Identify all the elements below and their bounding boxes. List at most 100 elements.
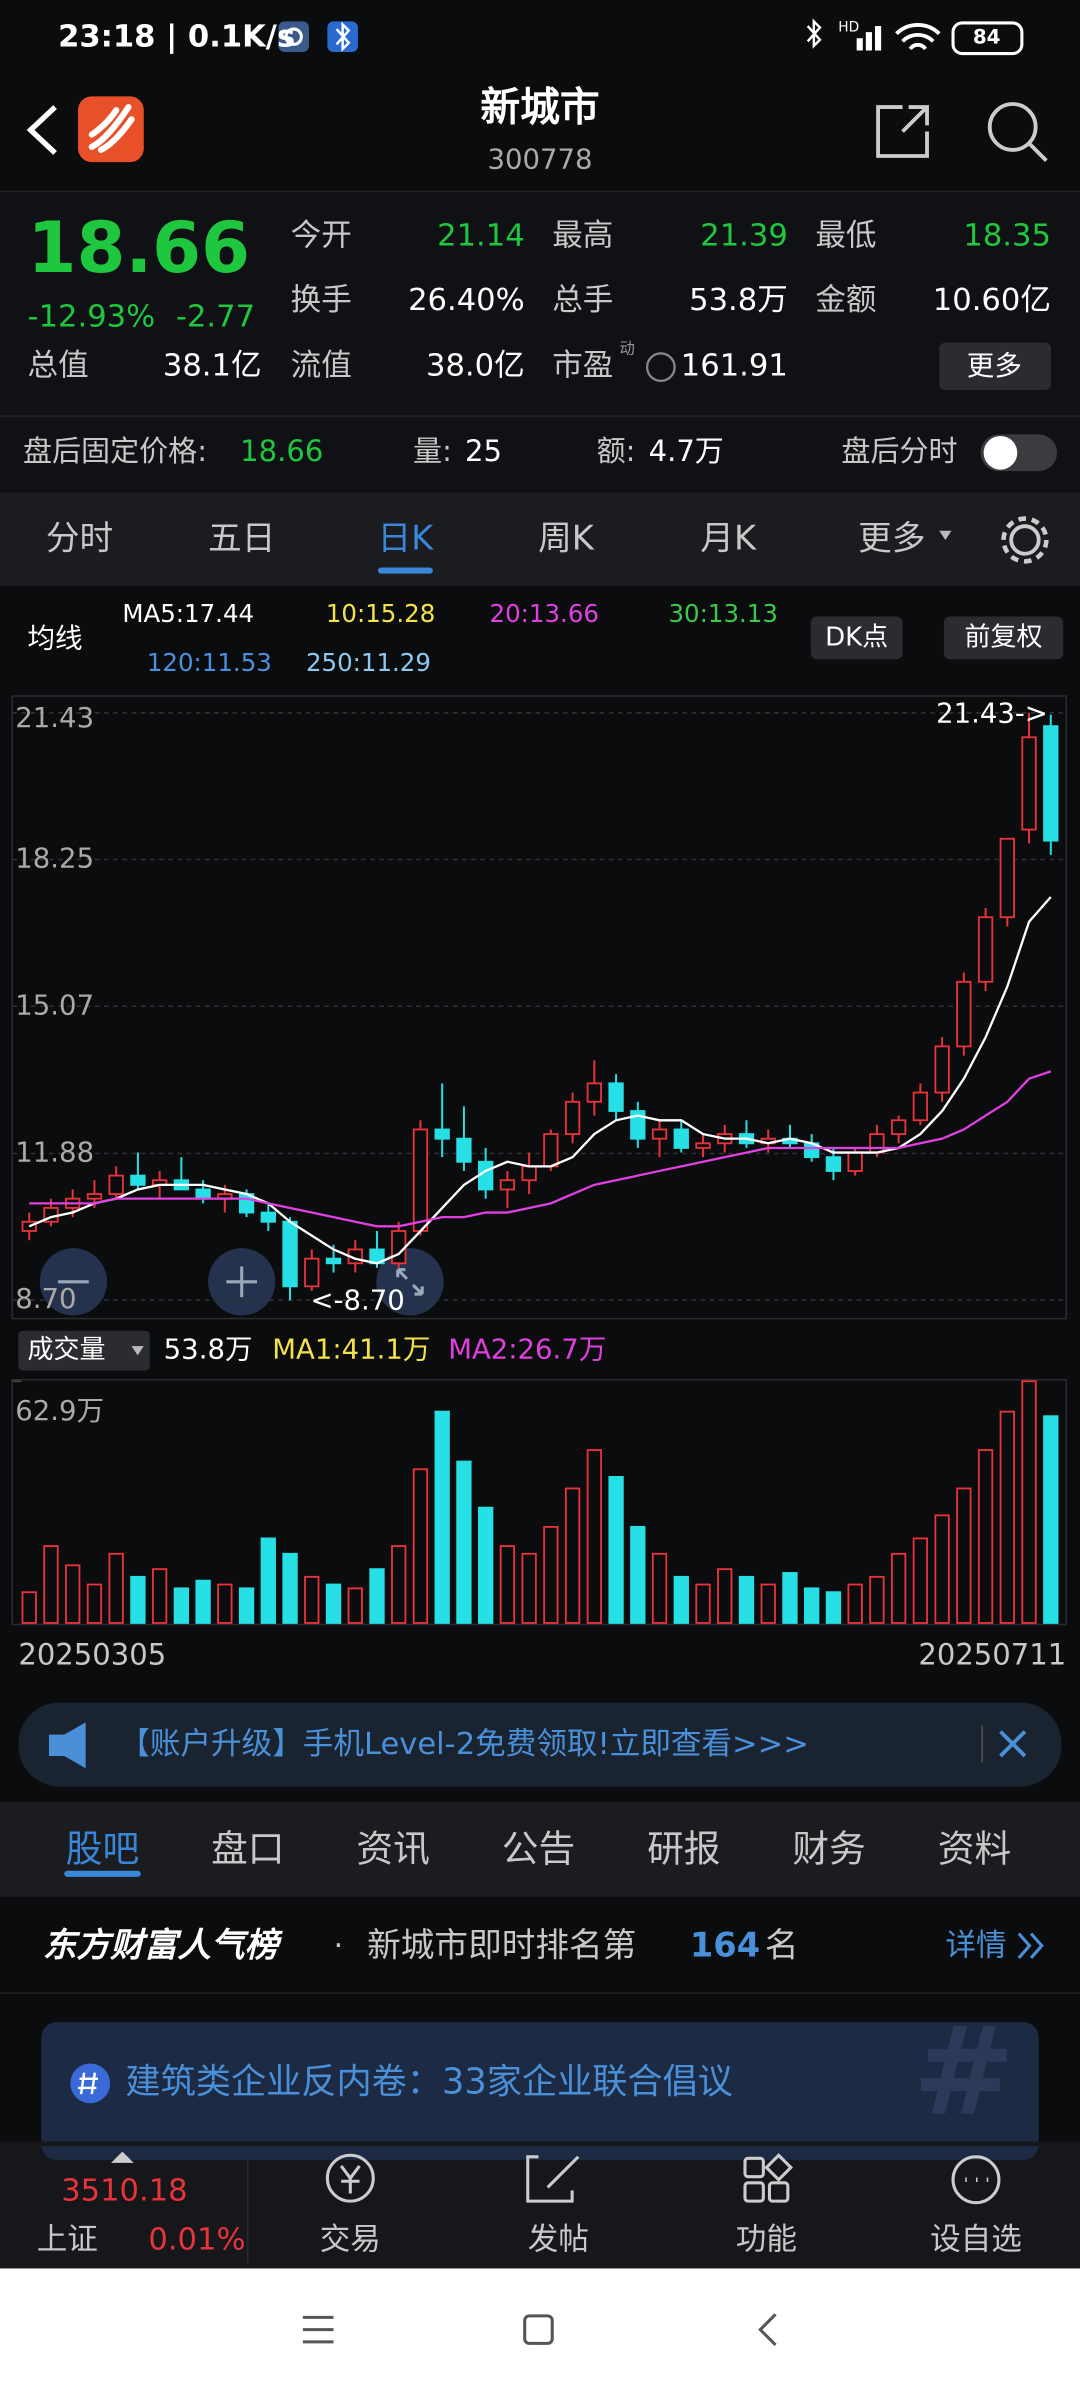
fullscreen-button[interactable]	[376, 1248, 444, 1316]
section-tab[interactable]: 资讯	[356, 1827, 429, 1870]
ma-legend-item: 30:13.13	[668, 599, 777, 628]
x-label-end: 20250711	[918, 1638, 1066, 1672]
volume-bar	[347, 1587, 363, 1624]
field-label: 今开	[291, 219, 352, 254]
index-change: 0.01%	[148, 2222, 245, 2257]
adjust-button[interactable]	[943, 616, 1064, 660]
volume-bar	[608, 1476, 624, 1624]
expand-icon[interactable]	[111, 2151, 134, 2163]
post-icon[interactable]	[526, 2155, 580, 2203]
section-tab[interactable]: 公告	[502, 1827, 575, 1870]
field-label: 最高	[552, 219, 613, 254]
volume-legend-ma2: MA2:26.7万	[448, 1334, 606, 1366]
volume-bar	[782, 1572, 798, 1624]
volume-bar	[717, 1568, 733, 1624]
volume-bar	[760, 1583, 776, 1624]
signal-icon	[856, 26, 882, 51]
watchlist-icon[interactable]	[951, 2155, 1001, 2205]
volume-bar	[825, 1591, 842, 1624]
candle-body	[999, 837, 1015, 919]
volume-bar	[86, 1583, 103, 1624]
function-icon[interactable]	[743, 2156, 765, 2179]
candle-body	[890, 1119, 907, 1135]
candle-body	[391, 1230, 407, 1265]
bluetooth-icon	[806, 18, 822, 49]
volume-bar	[151, 1568, 168, 1624]
volume-bar	[43, 1545, 59, 1624]
section-tab[interactable]: 资料	[938, 1827, 1011, 1870]
field-value: 10.60亿	[933, 283, 1051, 318]
candle-body	[1043, 725, 1059, 842]
section-tab[interactable]: 研报	[647, 1827, 720, 1870]
field-label: 市盈	[552, 349, 613, 384]
quote-panel	[0, 191, 1080, 493]
settings-badge	[278, 21, 310, 53]
share-button[interactable]	[876, 105, 929, 158]
volume-bar	[695, 1583, 711, 1624]
function-icon	[767, 2181, 790, 2203]
megaphone-icon	[48, 1722, 86, 1769]
candle-body	[521, 1165, 537, 1182]
period-tab[interactable]: 月K	[700, 518, 757, 557]
field-label: 金额	[815, 283, 876, 318]
period-tab[interactable]: 周K	[538, 518, 595, 557]
candle-body	[543, 1133, 559, 1168]
home-icon[interactable]	[523, 2314, 554, 2345]
ma-line	[29, 1070, 1052, 1228]
volume-bar	[412, 1468, 429, 1624]
volume-bar	[238, 1587, 255, 1624]
high-annotation: 21.43->	[936, 697, 1048, 729]
close-button[interactable]	[999, 1730, 1027, 1758]
volume-bar	[499, 1545, 516, 1624]
period-tab[interactable]: 分时	[46, 518, 113, 557]
candle-body	[608, 1082, 624, 1112]
nav-item-label: 功能	[736, 2222, 797, 2257]
logo-mark	[88, 104, 135, 153]
zoom-controls	[39, 1248, 444, 1316]
after-hours-toggle-label: 盘后分时	[841, 434, 957, 468]
candle-body	[586, 1082, 602, 1103]
candle-body	[695, 1142, 711, 1149]
ma-line	[28, 896, 1052, 1265]
promo-banner[interactable]	[18, 1702, 1062, 1787]
period-tab[interactable]: 五日	[208, 518, 275, 557]
volume-bar	[108, 1552, 124, 1624]
bottom-nav	[0, 2144, 1080, 2269]
menu-icon[interactable]	[302, 2315, 334, 2344]
after-hours-amt: 4.7万	[649, 434, 724, 468]
volume-bar	[869, 1575, 885, 1624]
volume-chart-frame	[11, 1378, 1067, 1626]
section-tab[interactable]: 股吧	[66, 1827, 139, 1870]
volume-bar	[586, 1449, 602, 1624]
candle-body	[195, 1188, 211, 1200]
settings-button[interactable]	[1009, 524, 1041, 556]
volume-bar	[434, 1410, 450, 1624]
topic-card[interactable]	[41, 2022, 1039, 2160]
candle-body	[977, 916, 994, 983]
field-value: 53.8万	[689, 283, 788, 318]
back-icon[interactable]	[758, 2313, 777, 2347]
nav-item-label: 发帖	[528, 2222, 589, 2257]
section-tab[interactable]: 盘口	[211, 1827, 284, 1870]
ma-legend-item: MA5:17.44	[122, 599, 254, 628]
field-label: 换手	[291, 283, 352, 318]
search-button[interactable]	[987, 102, 1038, 152]
volume-legend-title: 成交量	[28, 1335, 106, 1365]
volume-bar	[195, 1579, 211, 1624]
index-name: 上证	[37, 2222, 98, 2257]
back-button[interactable]	[26, 105, 57, 155]
y-tick-label: 21.43	[15, 702, 94, 734]
trade-icon[interactable]	[325, 2153, 375, 2203]
volume-bar	[260, 1537, 276, 1624]
pe-info-icon[interactable]	[645, 352, 676, 383]
after-hours-price: 18.66	[240, 434, 323, 468]
more-button[interactable]	[939, 342, 1051, 391]
period-tab[interactable]: 更多	[858, 518, 925, 557]
candle-body	[86, 1193, 103, 1200]
period-tab[interactable]: 日K	[378, 518, 435, 557]
section-tab[interactable]: 财务	[792, 1827, 865, 1870]
field-label: 最低	[815, 219, 876, 254]
dk-button[interactable]	[810, 616, 903, 660]
volume-selector[interactable]	[18, 1330, 150, 1371]
